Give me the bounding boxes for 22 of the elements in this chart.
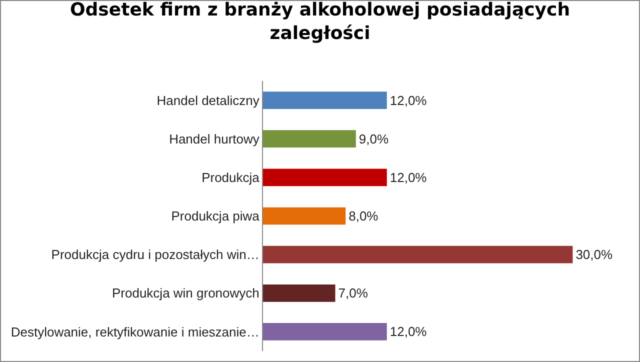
y-tick-label: Handel detaliczny	[156, 92, 260, 108]
data-label: 9,0%	[358, 131, 389, 146]
data-label: 30,0%	[576, 247, 613, 262]
bar	[263, 92, 387, 109]
bar	[263, 168, 387, 186]
data-label: 12,0%	[390, 170, 428, 185]
y-tick-label: Produkcja piwa	[171, 208, 260, 224]
data-label: 7,0%	[338, 286, 368, 301]
y-tick-label: Handel hurtowy	[169, 131, 260, 146]
y-tick-label: Produkcja cydru i pozostałych win…	[51, 247, 260, 262]
bar	[263, 246, 573, 264]
bar	[263, 130, 356, 148]
bar	[263, 284, 336, 302]
y-tick-label: Destylowanie, rektyfikowanie i mieszanie…	[10, 324, 260, 340]
bar	[263, 207, 346, 225]
data-label: 12,0%	[390, 324, 428, 340]
data-label: 8,0%	[348, 208, 379, 224]
y-tick-label: Produkcja win gronowych	[112, 286, 260, 301]
data-label: 12,0%	[390, 92, 428, 108]
chart-title: Odsetek firm z branży alkoholowej posiadających zaległości	[70, 0, 570, 44]
y-tick-label: Produkcja	[202, 170, 260, 185]
bar	[263, 323, 387, 340]
